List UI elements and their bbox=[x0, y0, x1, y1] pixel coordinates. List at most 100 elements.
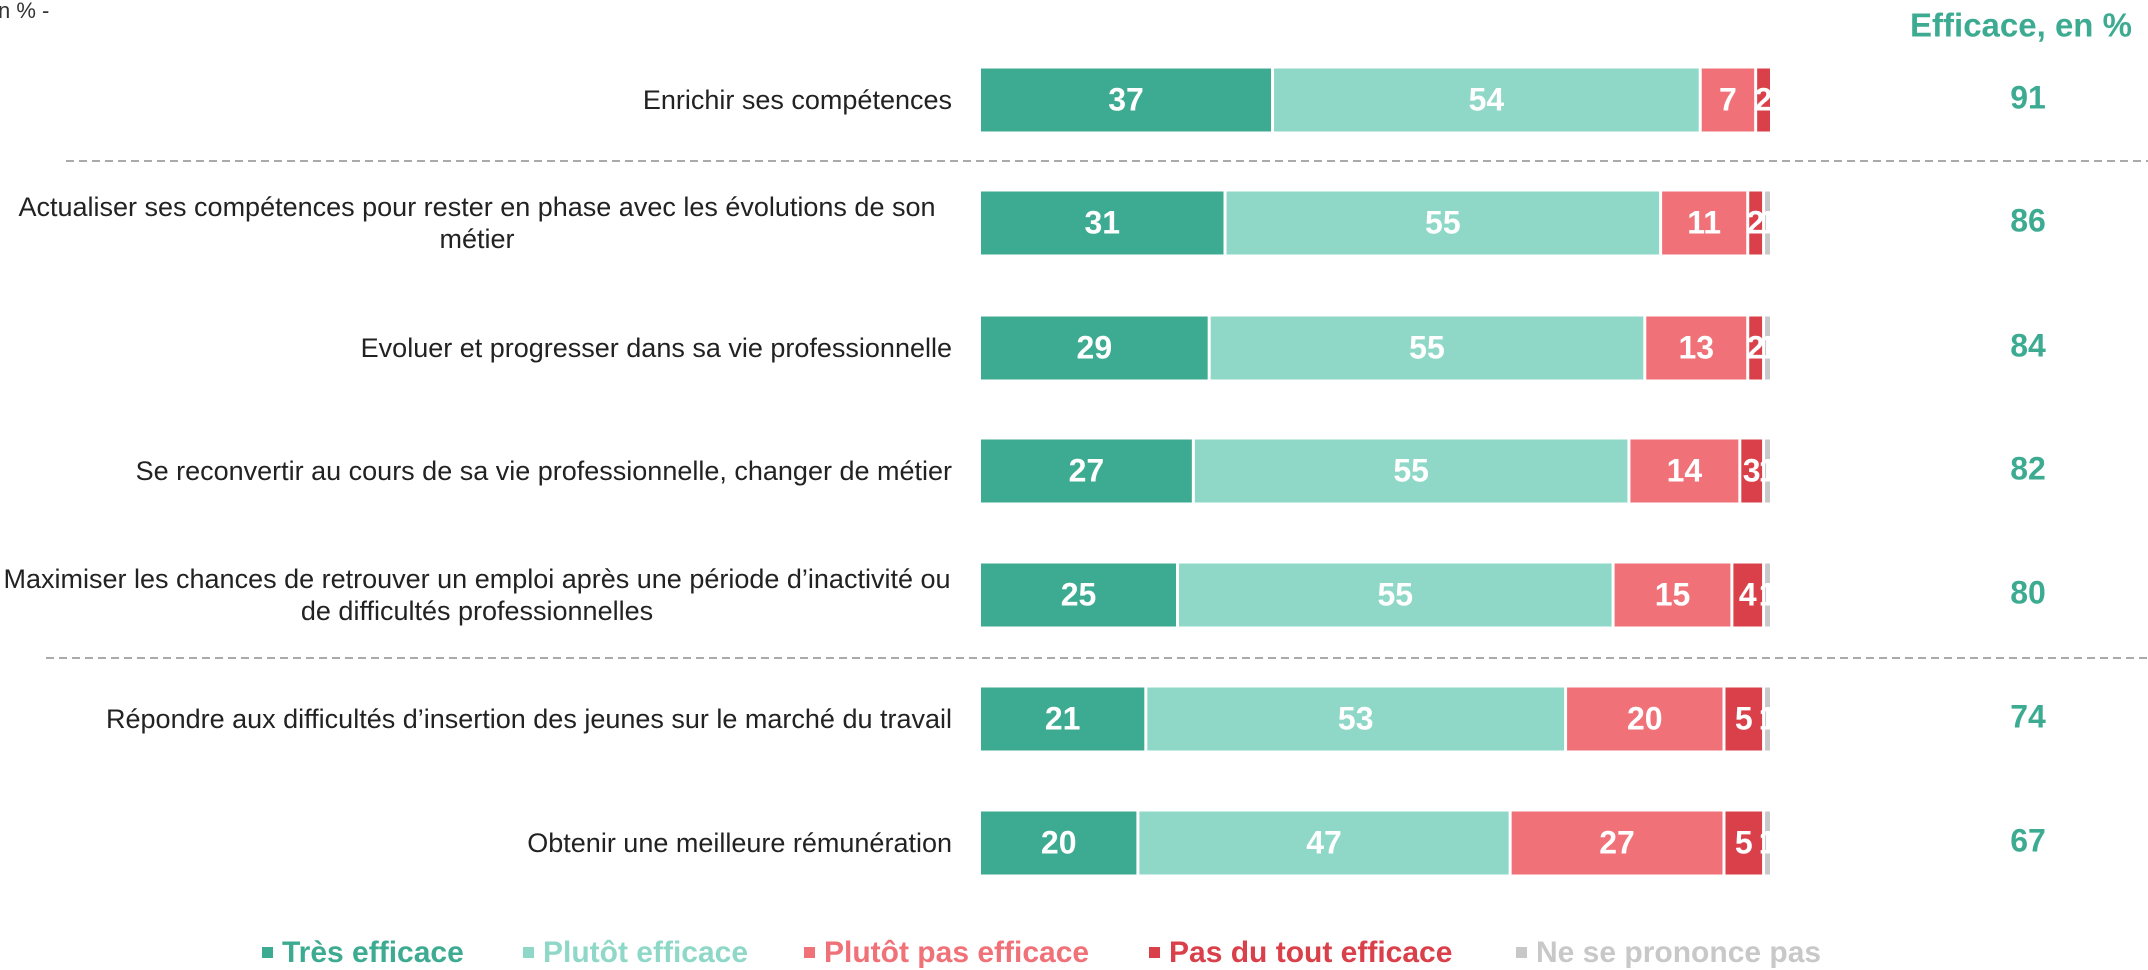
data-label: 15 bbox=[1655, 576, 1691, 612]
bar-segment bbox=[1179, 563, 1612, 627]
category-label: Se reconvertir au cours de sa vie profes… bbox=[136, 455, 952, 487]
legend-label: Ne se prononce pas bbox=[1536, 936, 1821, 969]
data-label: 37 bbox=[1108, 81, 1144, 117]
data-label: 2 bbox=[1755, 81, 1773, 117]
bar-segment bbox=[1614, 563, 1731, 627]
bar-segment bbox=[1749, 316, 1763, 380]
category-label: Evoluer et progresser dans sa vie profes… bbox=[361, 332, 952, 364]
data-label: 55 bbox=[1425, 204, 1461, 240]
legend-label: Plutôt pas efficace bbox=[824, 936, 1089, 969]
data-label: 20 bbox=[1627, 700, 1663, 736]
category-text: Se reconvertir au cours de sa vie profes… bbox=[135, 456, 952, 486]
efficace-value: 91 bbox=[2010, 79, 2046, 115]
bar-segment bbox=[1765, 316, 1770, 380]
data-label: 1 bbox=[1759, 576, 1777, 612]
bar-segment bbox=[981, 316, 1208, 380]
bar-segment bbox=[1194, 439, 1628, 503]
data-label: 53 bbox=[1338, 700, 1374, 736]
bar-segment bbox=[1646, 316, 1747, 380]
data-label: 1 bbox=[1759, 824, 1777, 860]
category-label: Maximiser les chances de retrouver un em… bbox=[2, 563, 952, 627]
data-label: 55 bbox=[1393, 452, 1429, 488]
legend-swatch bbox=[1516, 947, 1527, 958]
data-label: 5 bbox=[1735, 824, 1753, 860]
category-label: Répondre aux difficultés d’insertion des… bbox=[106, 703, 952, 735]
data-label: 20 bbox=[1041, 824, 1077, 860]
data-label: 3 bbox=[1743, 452, 1761, 488]
bar-segment bbox=[1741, 439, 1763, 503]
bar-segment bbox=[1749, 191, 1763, 255]
bar-segment bbox=[1725, 811, 1763, 875]
bar-segment bbox=[1765, 439, 1770, 503]
category-text: Evoluer et progresser dans sa vie profes… bbox=[360, 333, 952, 363]
legend-swatch bbox=[804, 947, 815, 958]
bar-segment bbox=[1725, 687, 1763, 751]
data-label: 27 bbox=[1599, 824, 1635, 860]
data-label: 2 bbox=[1747, 204, 1765, 240]
data-label: 25 bbox=[1061, 576, 1097, 612]
efficace-title: Efficace, en % bbox=[1910, 7, 2132, 44]
data-label: 1 bbox=[1759, 700, 1777, 736]
category-text: Répondre aux difficultés d’insertion des… bbox=[106, 704, 952, 734]
bar-segment bbox=[1765, 191, 1770, 255]
data-label: 47 bbox=[1306, 824, 1342, 860]
data-label: 4 bbox=[1739, 576, 1757, 612]
data-label: 7 bbox=[1719, 81, 1737, 117]
legend-swatch bbox=[1149, 947, 1160, 958]
bar-segment bbox=[1147, 687, 1565, 751]
data-label: 1 bbox=[1759, 452, 1777, 488]
data-label: 55 bbox=[1409, 329, 1445, 365]
data-label: 13 bbox=[1678, 329, 1714, 365]
legend-swatch bbox=[262, 947, 273, 958]
legend-label: Très efficace bbox=[282, 936, 464, 969]
category-text: Actualiser ses compétences pour rester e… bbox=[18, 192, 936, 254]
bar-segment bbox=[1139, 811, 1509, 875]
bar-segment bbox=[981, 191, 1224, 255]
data-label: 1 bbox=[1759, 329, 1777, 365]
data-label: 31 bbox=[1084, 204, 1120, 240]
bar-segment bbox=[1567, 687, 1723, 751]
data-label: 1 bbox=[1759, 204, 1777, 240]
category-label: Enrichir ses compétences bbox=[643, 84, 952, 116]
bar-segment bbox=[981, 68, 1272, 132]
data-label: 54 bbox=[1469, 81, 1505, 117]
legend-swatch bbox=[523, 947, 534, 958]
legend-label: Plutôt efficace bbox=[543, 936, 748, 969]
subtitle: n % - bbox=[0, 0, 49, 23]
efficace-value: 82 bbox=[2010, 450, 2046, 486]
bar-segment bbox=[1757, 68, 1770, 132]
efficace-value: 74 bbox=[2010, 698, 2046, 734]
efficace-value: 67 bbox=[2010, 822, 2046, 858]
category-label: Obtenir une meilleure rémunération bbox=[527, 827, 952, 859]
bar-segment bbox=[981, 687, 1145, 751]
bar-segment bbox=[1765, 687, 1770, 751]
efficace-value: 80 bbox=[2010, 574, 2046, 610]
category-label: Actualiser ses compétences pour rester e… bbox=[2, 191, 952, 255]
category-text: Maximiser les chances de retrouver un em… bbox=[3, 564, 951, 626]
bar-segment bbox=[981, 563, 1176, 627]
efficace-value: 86 bbox=[2010, 202, 2046, 238]
data-label: 2 bbox=[1747, 329, 1765, 365]
bar-segment bbox=[981, 439, 1192, 503]
bar-segment bbox=[1210, 316, 1644, 380]
bar-segment bbox=[981, 811, 1137, 875]
bar-segment bbox=[1765, 563, 1770, 627]
data-label: 14 bbox=[1667, 452, 1703, 488]
legend-label: Pas du tout efficace bbox=[1169, 936, 1452, 969]
data-label: 5 bbox=[1735, 700, 1753, 736]
category-text: Enrichir ses compétences bbox=[642, 85, 952, 115]
bar-segment bbox=[1511, 811, 1723, 875]
category-text: Obtenir une meilleure rémunération bbox=[527, 828, 952, 858]
bar-segment bbox=[1274, 68, 1699, 132]
data-label: 29 bbox=[1077, 329, 1113, 365]
bar-segment bbox=[1701, 68, 1755, 132]
bar-segment bbox=[1765, 811, 1770, 875]
bar-segment bbox=[1630, 439, 1739, 503]
bar-segment bbox=[1733, 563, 1763, 627]
bar-segment bbox=[1226, 191, 1660, 255]
data-label: 27 bbox=[1069, 452, 1105, 488]
bar-segment bbox=[1662, 191, 1747, 255]
data-label: 55 bbox=[1378, 576, 1414, 612]
